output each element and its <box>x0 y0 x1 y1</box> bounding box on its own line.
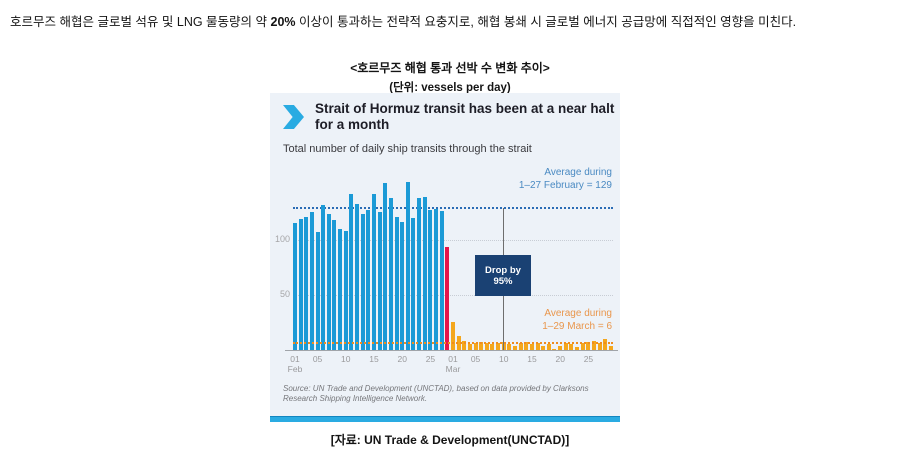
bar-feb-17 <box>383 183 388 350</box>
march-average-annotation-line2: 1–29 March = 6 <box>542 321 612 332</box>
x-tick-25: 25 <box>425 354 436 364</box>
bottom-source-caption: [자료: UN Trade & Development(UNCTAD)] <box>330 433 570 447</box>
bar-feb-24 <box>422 197 427 350</box>
bar-mar-17 <box>541 346 546 350</box>
bar-mar-06 <box>479 342 484 350</box>
bar-feb-04 <box>309 212 314 350</box>
bar-mar-01 <box>450 322 455 350</box>
bar-feb-21 <box>405 182 410 350</box>
drop-callout: Drop by 95% <box>475 255 531 296</box>
figure-caption: <호르무즈 해협 통과 선박 수 변화 추이> <box>350 61 550 75</box>
february-average-annotation-line1: Average during <box>544 167 612 178</box>
bar-mar-07 <box>484 343 489 350</box>
bar-mar-16 <box>535 343 540 350</box>
bar-feb-08 <box>332 220 337 350</box>
bar-feb-25 <box>428 210 433 350</box>
x-tick-25: 25 <box>583 354 594 364</box>
x-tick-20: 20 <box>555 354 565 364</box>
bar-mar-13 <box>518 343 523 350</box>
bar-feb-03 <box>304 217 309 350</box>
bar-mar-18 <box>546 344 551 350</box>
bar-feb-23 <box>417 198 422 350</box>
bar-mar-26 <box>591 341 596 350</box>
bar-feb-27 <box>439 211 444 350</box>
bar-feb-07 <box>326 214 331 350</box>
bar-mar-21 <box>563 343 568 350</box>
bar-feb-12 <box>355 204 360 350</box>
chart-title: Strait of Hormuz transit has been at a n… <box>315 101 615 132</box>
bar-feb-06 <box>321 205 326 350</box>
bar-feb-20 <box>400 222 405 350</box>
bar-feb-11 <box>349 194 354 350</box>
y-axis-label-100: 100 <box>274 234 290 244</box>
intro-text-before: 호르무즈 해협은 글로벌 석유 및 LNG 물동량의 약 <box>10 15 271 29</box>
intro-text-bold: 20% <box>270 15 296 29</box>
bar-mar-14 <box>524 342 529 350</box>
bar-mar-05 <box>473 343 478 350</box>
bar-feb-18 <box>388 198 393 350</box>
march-average-annotation: Average during 1–29 March = 6 <box>542 307 612 333</box>
bar-series <box>293 178 613 350</box>
intro-paragraph: 호르무즈 해협은 글로벌 석유 및 LNG 물동량의 약 20% 이상이 통과하… <box>10 14 896 31</box>
x-tick-15: 15 <box>527 354 537 364</box>
bar-mar-28 <box>603 339 608 350</box>
gridline-50 <box>293 295 613 296</box>
chevron-right-icon <box>283 105 304 129</box>
x-axis-line <box>285 350 618 351</box>
bar-mar-27 <box>597 343 602 350</box>
bar-mar-23 <box>575 347 580 350</box>
bar-feb-10 <box>343 231 348 350</box>
bar-feb-09 <box>338 229 343 350</box>
bar-feb-15 <box>371 194 376 350</box>
x-axis-ticks: 01 Feb 05 10 15 20 25 01 Mar 05 10 15 20 25 <box>288 354 613 384</box>
bar-mar-25 <box>586 342 591 350</box>
x-tick-05: 05 <box>470 354 481 364</box>
bar-feb-02 <box>298 219 303 350</box>
x-tick-mar-01: 01 Mar <box>445 354 461 374</box>
february-average-annotation: Average during 1–27 February = 129 <box>519 166 612 192</box>
chart-card: Strait of Hormuz transit has been at a n… <box>270 93 620 422</box>
bar-mar-15 <box>529 344 534 350</box>
bar-feb-05 <box>315 232 320 350</box>
bar-mar-11 <box>507 344 512 350</box>
bar-feb-19 <box>394 217 399 350</box>
bar-mar-20 <box>558 346 563 350</box>
chart-subtitle: Total number of daily ship transits thro… <box>283 143 532 155</box>
x-tick-20: 20 <box>397 354 407 364</box>
intro-text-after: 이상이 통과하는 전략적 요충지로, 해협 봉쇄 시 글로벌 에너지 공급망에 … <box>295 15 797 29</box>
bar-mar-03 <box>462 341 467 350</box>
bar-mar-29 <box>608 346 613 350</box>
february-average-line <box>293 207 613 209</box>
bar-feb-22 <box>411 218 416 350</box>
february-average-annotation-line2: 1–27 February = 129 <box>518 180 612 191</box>
bar-mar-09 <box>496 343 501 350</box>
x-tick-10: 10 <box>499 354 509 364</box>
bar-mar-08 <box>490 344 495 350</box>
bar-mar-12 <box>512 346 517 350</box>
bar-feb-01 <box>293 223 297 350</box>
x-tick-15: 15 <box>369 354 379 364</box>
march-average-annotation-line1: Average during <box>544 308 612 319</box>
bar-mar-19 <box>552 349 557 350</box>
x-tick-feb-01: 01 Feb <box>287 354 303 374</box>
march-average-line <box>293 342 613 344</box>
card-bottom-stripe <box>270 416 620 422</box>
gridline-100 <box>293 240 613 241</box>
bar-feb-16 <box>377 212 382 350</box>
x-tick-10: 10 <box>341 354 351 364</box>
bar-feb-14 <box>366 210 371 350</box>
source-note: Source: UN Trade and Development (UNCTAD… <box>283 384 589 403</box>
x-tick-05: 05 <box>312 354 323 364</box>
bar-mar-22 <box>569 344 574 350</box>
figure-unit-label: (단위: vessels per day) <box>389 82 511 94</box>
bar-feb-13 <box>360 214 365 350</box>
bar-mar-24 <box>580 343 585 350</box>
bar-feb-26 <box>434 209 439 350</box>
y-axis-label-50: 50 <box>279 289 290 299</box>
bar-mar-04 <box>467 344 472 350</box>
bar-feb-28-highlight <box>445 247 450 350</box>
